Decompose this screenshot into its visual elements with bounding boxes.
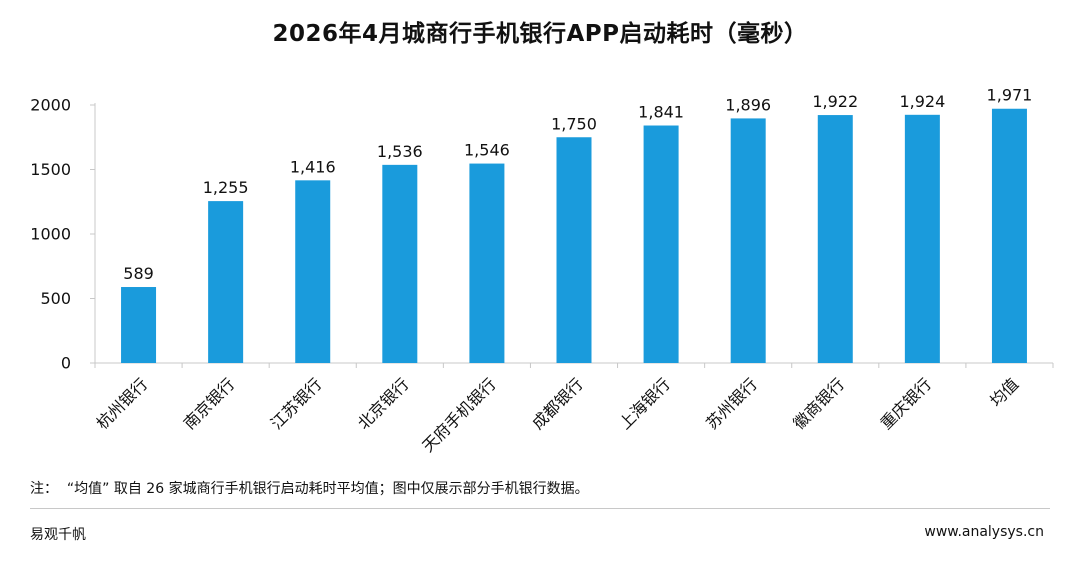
x-tick-label: 重庆银行 [876,374,935,433]
bar [643,125,679,363]
data-label: 1,536 [377,142,423,161]
data-label: 1,841 [638,103,684,122]
data-label: 1,924 [899,92,945,111]
data-label: 1,971 [987,86,1033,105]
axes: 0 500 1000 1500 2000 [30,96,1054,373]
data-label: 1,416 [290,157,336,176]
bar [904,114,940,363]
x-tick-label: 杭州银行 [93,374,152,433]
data-label: 1,896 [725,95,771,114]
x-tick-label: 徽商银行 [789,374,848,433]
y-tick-label: 0 [61,354,71,373]
x-tick-labels: 杭州银行 南京银行 江苏银行 北京银行 天府手机银行 成都银行 上海银行 苏州银行 徽商银行 重庆… [93,374,1023,455]
x-tick-label: 江苏银行 [267,374,326,433]
x-tick-label: 天府手机银行 [418,374,499,455]
bar [295,180,331,363]
bar [208,201,244,363]
x-tick-label: 北京银行 [354,374,413,433]
bar [469,163,505,363]
x-tick-label: 均值 [986,374,1022,410]
bar [556,137,592,363]
y-tick-label: 500 [40,289,71,308]
bar [991,108,1027,363]
data-label: 1,255 [203,178,249,197]
x-tick-label: 上海银行 [615,374,674,433]
y-tick-label: 1500 [30,160,71,179]
source-label: 易观千帆 [30,527,86,543]
y-tick-label: 2000 [30,96,71,115]
y-tick-label: 1000 [30,225,71,244]
bar [382,164,418,363]
data-labels: 589 1,255 1,416 1,536 1,546 1,750 1,841 1,896 1,… [123,86,1032,283]
data-label: 589 [123,264,154,283]
website-link[interactable]: www.analysys.cn [924,524,1044,540]
chart-note: 注： “均值” 取自 26 家城商行手机银行启动耗时平均值；图中仅展示部分手机银… [30,481,589,497]
bar [817,115,853,363]
data-label: 1,922 [812,92,858,111]
data-label: 1,750 [551,114,597,133]
x-tick-label: 成都银行 [528,374,587,433]
footer-divider [30,508,1050,509]
bars [121,108,1027,363]
x-tick-label: 苏州银行 [702,374,761,433]
bar-chart: 0 500 1000 1500 2000 589 1,255 1,416 1,536 1,546… [30,86,1054,456]
bar [121,287,157,363]
data-label: 1,546 [464,141,510,160]
chart-title: 2026年4月城商行手机银行APP启动耗时（毫秒） [272,21,808,47]
x-tick-label: 南京银行 [180,374,239,433]
bar [730,118,766,363]
